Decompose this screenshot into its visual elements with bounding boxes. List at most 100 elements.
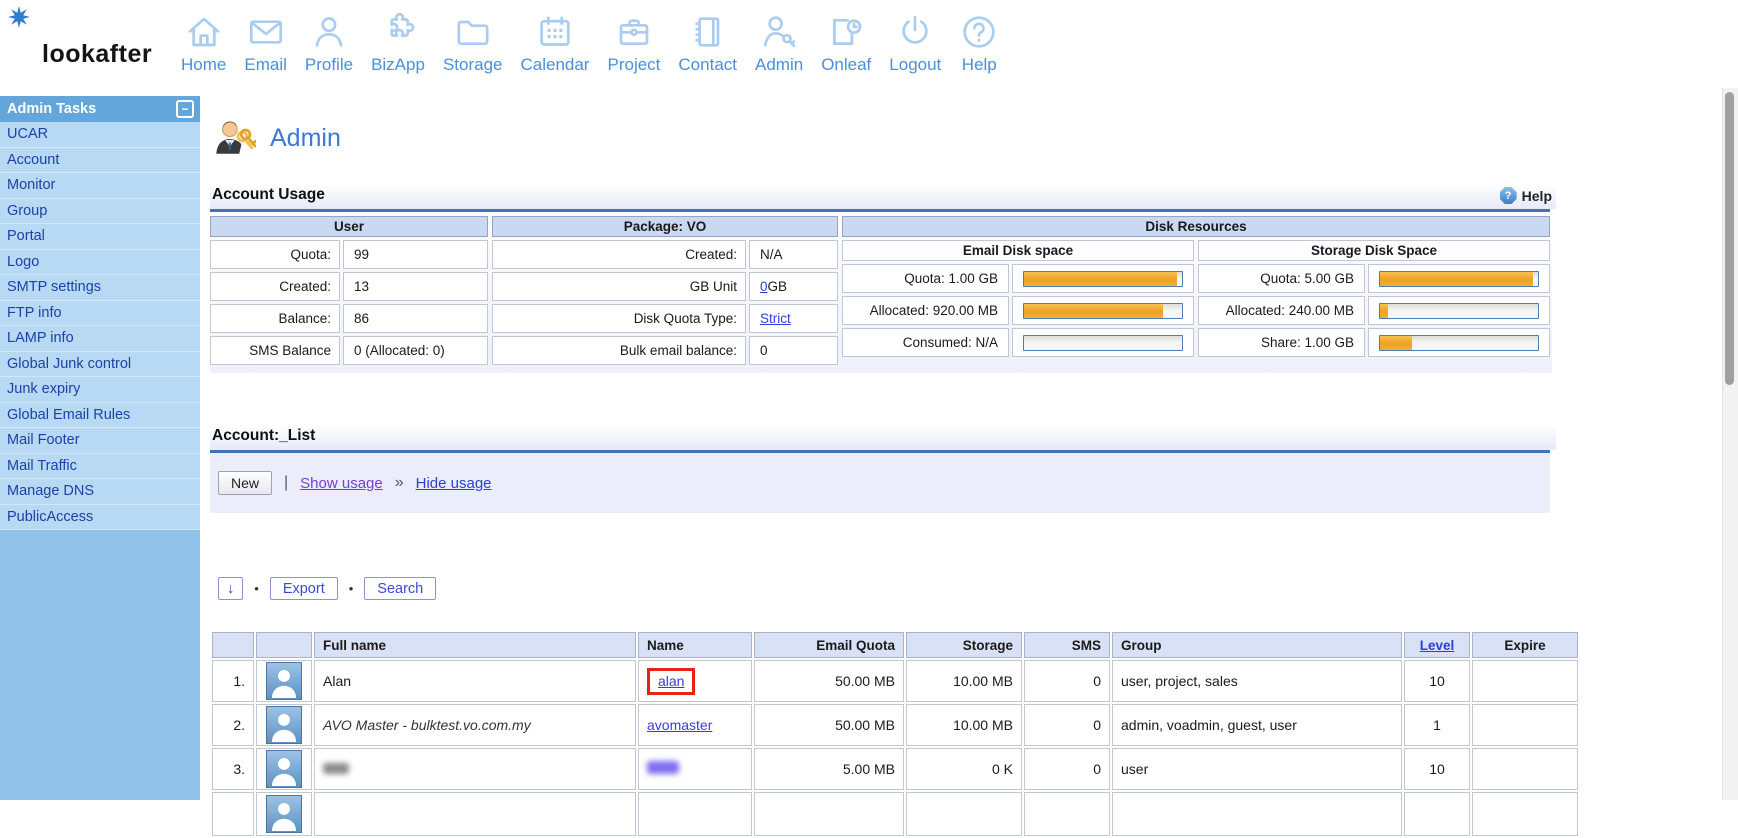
column-header-group: Group <box>1112 632 1402 658</box>
nav-item-email[interactable]: Email <box>244 10 287 75</box>
sidebar-item-ftp-info[interactable]: FTP info <box>0 301 200 327</box>
show-usage-link[interactable]: Show usage <box>300 475 383 492</box>
sidebar-item-global-email-rules[interactable]: Global Email Rules <box>0 403 200 429</box>
sidebar-item-logo[interactable]: Logo <box>0 250 200 276</box>
storage-disk-subheader: Storage Disk Space <box>1198 240 1550 261</box>
usage-label: GB Unit <box>492 272 746 301</box>
level-sort-link[interactable]: Level <box>1420 638 1455 653</box>
nav-item-project[interactable]: Project <box>607 10 660 75</box>
nav-item-calendar[interactable]: Calendar <box>520 10 589 75</box>
usage-bar-cell <box>1368 296 1550 325</box>
sidebar-item-manage-dns[interactable]: Manage DNS <box>0 479 200 505</box>
download-button[interactable]: ↓ <box>218 577 243 600</box>
search-button[interactable]: Search <box>364 577 436 600</box>
hide-usage-link[interactable]: Hide usage <box>416 475 492 492</box>
help-question-icon: ? <box>1500 187 1517 204</box>
empty-cell <box>1404 792 1470 836</box>
nav-item-home[interactable]: Home <box>181 10 226 75</box>
main-content: Admin Account Usage ? Help UserQuota:99C… <box>200 96 1738 800</box>
nav-item-profile[interactable]: Profile <box>305 10 353 75</box>
avatar-cell <box>256 660 312 702</box>
usage-value: N/A <box>749 240 838 269</box>
sidebar-item-publicaccess[interactable]: PublicAccess <box>0 505 200 531</box>
sidebar-item-junk-expiry[interactable]: Junk expiry <box>0 377 200 403</box>
usage-bar-cell <box>1012 264 1194 293</box>
help-link[interactable]: ? Help <box>1500 187 1552 204</box>
avatar-cell <box>256 704 312 746</box>
storage-disk-column: Storage Disk SpaceQuota: 5.00 GBAllocate… <box>1198 240 1550 357</box>
collapse-icon[interactable]: − <box>176 100 194 118</box>
sidebar: Admin Tasks − UCARAccountMonitorGroupPor… <box>0 96 200 800</box>
dot-separator: • <box>254 581 259 596</box>
sidebar-item-portal[interactable]: Portal <box>0 224 200 250</box>
sidebar-item-monitor[interactable]: Monitor <box>0 173 200 199</box>
nav-item-bizapp[interactable]: BizApp <box>371 10 425 75</box>
storage-cell: 10.00 MB <box>906 660 1022 702</box>
user-group: UserQuota:99Created:13Balance:86SMS Bala… <box>210 216 488 365</box>
nav-label: Home <box>181 55 226 75</box>
top-bar: lookafter HomeEmailProfileBizAppStorageC… <box>0 0 1738 96</box>
export-button[interactable]: Export <box>270 577 338 600</box>
nav-item-contact[interactable]: Contact <box>678 10 737 75</box>
scrollbar-thumb[interactable] <box>1725 92 1734 385</box>
user-avatar-icon <box>266 706 302 744</box>
name-cell: avomaster <box>638 704 752 746</box>
sidebar-item-mail-footer[interactable]: Mail Footer <box>0 428 200 454</box>
table-row: 1.Alanalan50.00 MB10.00 MB0user, project… <box>212 660 1578 702</box>
nav-item-logout[interactable]: Logout <box>889 10 941 75</box>
account-name-link[interactable]: alan <box>658 673 684 689</box>
folder-icon <box>453 10 493 52</box>
sidebar-item-group[interactable]: Group <box>0 199 200 225</box>
usage-value: 99 <box>343 240 488 269</box>
nav-item-storage[interactable]: Storage <box>443 10 503 75</box>
expire-cell <box>1472 704 1578 746</box>
usage-label: Created: <box>210 272 340 301</box>
nav-label: Contact <box>678 55 737 75</box>
empty-cell <box>1472 792 1578 836</box>
person-icon <box>309 10 349 52</box>
nav-item-admin[interactable]: Admin <box>755 10 803 75</box>
sidebar-item-smtp-settings[interactable]: SMTP settings <box>0 275 200 301</box>
user-avatar-icon <box>266 750 302 788</box>
arrow-separator: » <box>395 474 404 492</box>
account-usage-table: UserQuota:99Created:13Balance:86SMS Bala… <box>210 212 1552 373</box>
storage-disk-usage-bar <box>1379 271 1539 287</box>
redacted-name-link[interactable] <box>647 761 679 774</box>
empty-cell <box>212 792 254 836</box>
question-icon <box>959 10 999 52</box>
gb-unit-link[interactable]: 0 <box>760 279 768 294</box>
usage-bar-cell <box>1012 296 1194 325</box>
sidebar-item-account[interactable]: Account <box>0 148 200 174</box>
sidebar-item-mail-traffic[interactable]: Mail Traffic <box>0 454 200 480</box>
sidebar-item-ucar[interactable]: UCAR <box>0 122 200 148</box>
email-quota-cell: 50.00 MB <box>754 704 904 746</box>
group-cell: user <box>1112 748 1402 790</box>
full-name-cell <box>314 748 636 790</box>
group-cell: admin, voadmin, guest, user <box>1112 704 1402 746</box>
vertical-scrollbar[interactable] <box>1722 88 1738 800</box>
row-number-cell: 2. <box>212 704 254 746</box>
email-quota-cell: 5.00 MB <box>754 748 904 790</box>
sms-cell: 0 <box>1024 660 1110 702</box>
disk-quota-type-link[interactable]: Strict <box>760 311 791 326</box>
new-button[interactable]: New <box>218 471 272 495</box>
storage-cell: 10.00 MB <box>906 704 1022 746</box>
document-clock-icon <box>826 10 866 52</box>
sidebar-item-lamp-info[interactable]: LAMP info <box>0 326 200 352</box>
column-header-level[interactable]: Level <box>1404 632 1470 658</box>
email-disk-column: Email Disk spaceQuota: 1.00 GBAllocated:… <box>842 240 1194 357</box>
avatar-cell <box>256 748 312 790</box>
column-header-blank <box>256 632 312 658</box>
usage-bar-cell <box>1368 264 1550 293</box>
account-name-link[interactable]: avomaster <box>647 717 712 733</box>
nav-label: Logout <box>889 55 941 75</box>
column-header-name: Name <box>638 632 752 658</box>
sidebar-item-global-junk-control[interactable]: Global Junk control <box>0 352 200 378</box>
nav-item-help[interactable]: Help <box>959 10 999 75</box>
package-group: Package: VOCreated:N/AGB Unit0 GBDisk Qu… <box>492 216 838 365</box>
usage-label: SMS Balance <box>210 336 340 365</box>
usage-value: 13 <box>343 272 488 301</box>
sidebar-title: Admin Tasks <box>7 101 176 117</box>
nav-item-onleaf[interactable]: Onleaf <box>821 10 871 75</box>
usage-value: 0 GB <box>749 272 838 301</box>
